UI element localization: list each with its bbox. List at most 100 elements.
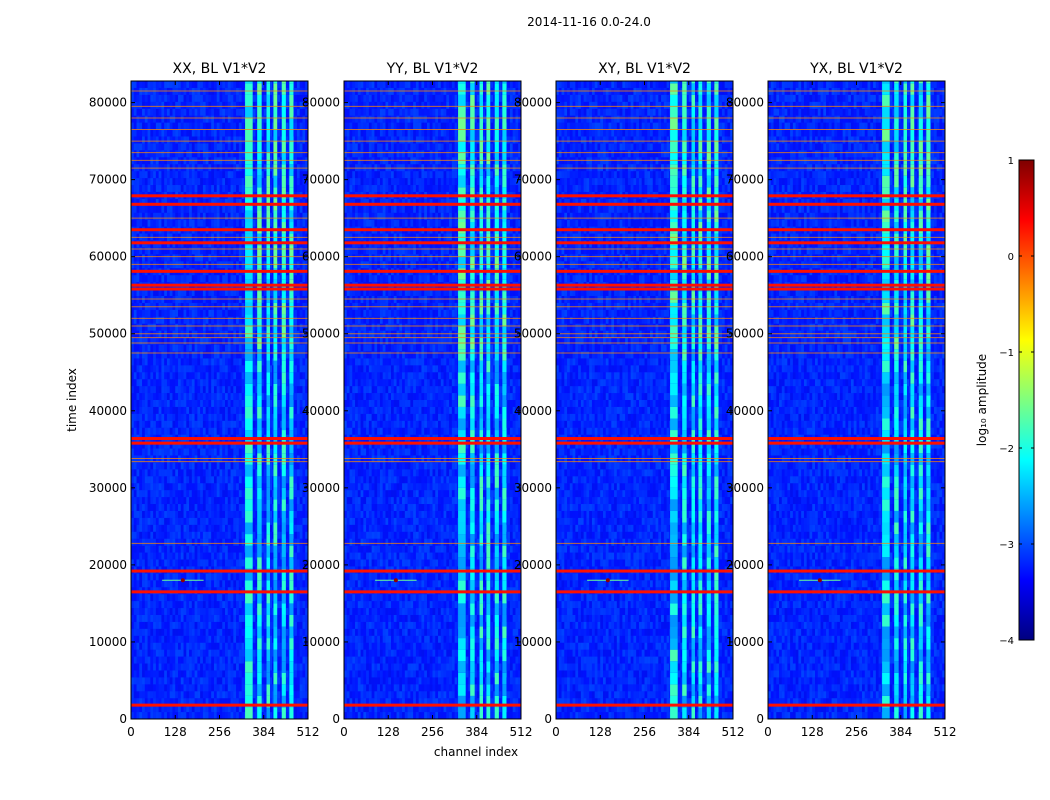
noise-cell	[238, 379, 242, 387]
noise-cell	[241, 677, 245, 685]
noise-cell	[208, 684, 212, 692]
noise-cell	[238, 608, 242, 615]
noise-cell	[233, 476, 237, 484]
noise-cell	[131, 559, 134, 567]
noise-cell	[299, 316, 303, 324]
noise-cell	[200, 691, 203, 699]
noise-cell	[191, 358, 195, 366]
noise-cell	[164, 517, 167, 525]
noise-cell	[131, 573, 134, 581]
noise-cell	[277, 400, 281, 407]
noise-cell	[189, 545, 192, 553]
noise-cell	[241, 670, 245, 678]
noise-cell	[178, 379, 181, 387]
noise-cell	[189, 441, 192, 449]
noise-cell	[200, 420, 203, 428]
noise-cell	[296, 628, 300, 636]
noise-cell	[252, 656, 256, 664]
noise-cell	[296, 365, 300, 373]
noise-cell	[133, 601, 137, 609]
noise-cell	[208, 212, 212, 220]
noise-cell	[169, 185, 173, 192]
noise-cell	[139, 469, 143, 477]
noise-cell	[205, 393, 209, 400]
noise-cell	[189, 642, 192, 650]
noise-cell	[194, 649, 198, 657]
noise-cell	[189, 323, 192, 331]
noise-cell	[236, 621, 239, 629]
noise-cell	[205, 483, 209, 491]
noise-cell	[233, 691, 237, 699]
noise-cell	[155, 684, 159, 692]
noise-cell	[144, 608, 148, 615]
noise-cell	[194, 677, 198, 685]
noise-cell	[213, 705, 217, 713]
noise-cell	[285, 400, 289, 407]
noise-cell	[216, 178, 220, 186]
noise-cell	[205, 538, 209, 546]
noise-cell	[144, 510, 148, 518]
noise-cell	[277, 254, 281, 262]
noise-cell	[169, 538, 173, 546]
noise-cell	[241, 337, 245, 345]
noise-cell	[161, 420, 165, 428]
noise-cell	[183, 497, 187, 505]
noise-cell	[255, 628, 259, 636]
noise-cell	[150, 642, 154, 650]
noise-cell	[202, 372, 206, 380]
noise-cell	[178, 504, 181, 511]
noise-cell	[227, 469, 231, 477]
noise-cell	[277, 531, 281, 539]
noise-cell	[260, 212, 264, 220]
noise-cell	[147, 698, 151, 706]
noise-cell	[147, 323, 151, 331]
noise-cell	[216, 663, 220, 671]
noise-cell	[200, 524, 203, 532]
noise-cell	[222, 379, 226, 387]
noise-cell	[178, 691, 181, 699]
noise-cell	[180, 580, 184, 588]
noise-cell	[133, 670, 137, 678]
noise-cell	[236, 510, 239, 518]
noise-cell	[183, 219, 187, 227]
noise-cell	[169, 649, 173, 657]
noise-cell	[183, 705, 187, 713]
noise-cell	[305, 462, 308, 470]
noise-cell	[238, 504, 242, 511]
noise-cell	[139, 309, 143, 317]
noise-cell	[131, 538, 134, 546]
noise-cell	[166, 698, 170, 706]
noise-cell	[172, 621, 176, 629]
noise-cell	[305, 649, 308, 657]
noise-cell	[197, 552, 201, 560]
noise-cell	[136, 504, 140, 511]
noise-cell	[155, 254, 159, 262]
noise-cell	[200, 358, 203, 366]
noise-cell	[161, 462, 165, 470]
noise-cell	[208, 628, 212, 636]
noise-cell	[158, 413, 162, 421]
noise-cell	[294, 289, 297, 296]
noise-cell	[142, 684, 145, 692]
noise-cell	[189, 247, 192, 255]
noise-cell	[285, 642, 289, 650]
noise-cell	[164, 337, 167, 345]
noise-cell	[211, 344, 214, 352]
noise-cell	[233, 712, 237, 719]
noise-cell	[222, 517, 226, 525]
noise-cell	[252, 684, 256, 692]
noise-cell	[133, 178, 137, 186]
noise-cell	[133, 490, 137, 498]
noise-cell	[142, 441, 145, 449]
noise-cell	[155, 406, 159, 414]
noise-cell	[175, 365, 179, 373]
noise-cell	[186, 476, 190, 484]
noise-cell	[252, 393, 256, 400]
noise-cell	[150, 552, 154, 560]
noise-cell	[139, 205, 143, 213]
noise-cell	[269, 677, 273, 685]
noise-cell	[238, 552, 242, 560]
noise-cell	[153, 483, 156, 491]
noise-cell	[155, 309, 159, 317]
noise-cell	[252, 628, 256, 636]
